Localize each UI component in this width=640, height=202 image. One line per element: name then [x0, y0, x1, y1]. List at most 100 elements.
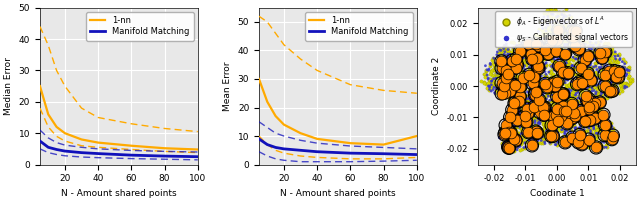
Point — [506, 78, 516, 81]
Point — [534, 122, 545, 125]
Point — [589, 115, 600, 118]
Point — [487, 82, 497, 85]
Point — [516, 138, 527, 141]
Point — [602, 58, 612, 61]
Point — [550, 35, 561, 38]
Point — [514, 145, 524, 148]
Point — [552, 50, 563, 53]
Point — [596, 75, 607, 78]
Point — [585, 121, 595, 124]
Point — [508, 89, 518, 93]
Point — [570, 67, 580, 70]
Point — [543, 100, 554, 103]
Point — [513, 125, 524, 128]
Point — [573, 61, 584, 64]
Point — [596, 116, 606, 119]
Point — [568, 108, 578, 111]
Point — [506, 51, 516, 54]
Point — [551, 135, 561, 138]
Point — [499, 44, 509, 47]
Point — [564, 96, 575, 100]
Point — [550, 121, 560, 124]
Point — [518, 79, 528, 82]
Point — [595, 118, 605, 121]
Point — [554, 116, 564, 120]
Point — [559, 66, 570, 70]
Point — [595, 82, 605, 86]
Point — [564, 51, 575, 54]
Point — [487, 82, 497, 85]
Point — [600, 68, 611, 72]
Point — [573, 56, 583, 59]
Point — [562, 61, 572, 64]
Point — [507, 148, 517, 152]
Point — [503, 145, 513, 149]
Point — [557, 19, 568, 22]
Point — [537, 71, 547, 74]
Point — [567, 24, 577, 27]
Point — [585, 144, 595, 148]
Point — [492, 50, 502, 54]
Point — [577, 68, 587, 72]
Point — [559, 17, 569, 20]
Point — [518, 76, 528, 79]
Point — [511, 44, 522, 47]
Point — [500, 54, 511, 57]
Point — [607, 125, 617, 128]
Point — [605, 94, 616, 97]
Point — [490, 68, 500, 71]
Point — [556, 56, 566, 60]
Point — [617, 77, 627, 80]
Point — [534, 27, 544, 30]
Point — [577, 66, 588, 69]
Point — [556, 115, 566, 118]
Point — [588, 140, 598, 143]
Point — [540, 65, 550, 68]
Point — [509, 108, 520, 112]
Point — [601, 115, 611, 118]
Point — [524, 141, 534, 144]
Point — [524, 130, 534, 134]
Point — [566, 128, 577, 132]
Point — [582, 75, 593, 78]
Point — [558, 13, 568, 16]
Point — [538, 93, 548, 96]
Point — [534, 48, 545, 51]
Point — [593, 70, 604, 74]
Point — [536, 133, 546, 136]
Point — [504, 146, 514, 149]
Point — [541, 63, 551, 66]
Point — [518, 81, 528, 84]
Point — [545, 125, 556, 128]
Point — [545, 118, 555, 121]
Point — [557, 17, 568, 20]
Point — [580, 115, 590, 118]
Point — [518, 132, 528, 135]
Point — [595, 52, 605, 55]
Point — [518, 78, 529, 81]
Point — [574, 70, 584, 73]
Point — [579, 62, 589, 65]
Point — [550, 19, 560, 22]
Point — [525, 118, 536, 121]
Point — [506, 131, 516, 135]
Point — [605, 136, 616, 139]
Point — [494, 75, 504, 78]
Point — [516, 47, 527, 50]
Point — [542, 86, 552, 89]
Point — [511, 57, 521, 61]
Point — [502, 127, 513, 130]
Point — [558, 129, 568, 133]
Point — [529, 75, 539, 78]
Point — [590, 101, 600, 104]
Point — [589, 126, 599, 129]
Point — [512, 133, 522, 137]
Point — [598, 61, 609, 64]
Point — [607, 52, 618, 55]
Point — [598, 114, 608, 117]
Point — [516, 143, 526, 146]
Point — [556, 68, 566, 72]
Point — [579, 83, 589, 86]
Point — [516, 79, 527, 83]
Point — [554, 137, 564, 140]
